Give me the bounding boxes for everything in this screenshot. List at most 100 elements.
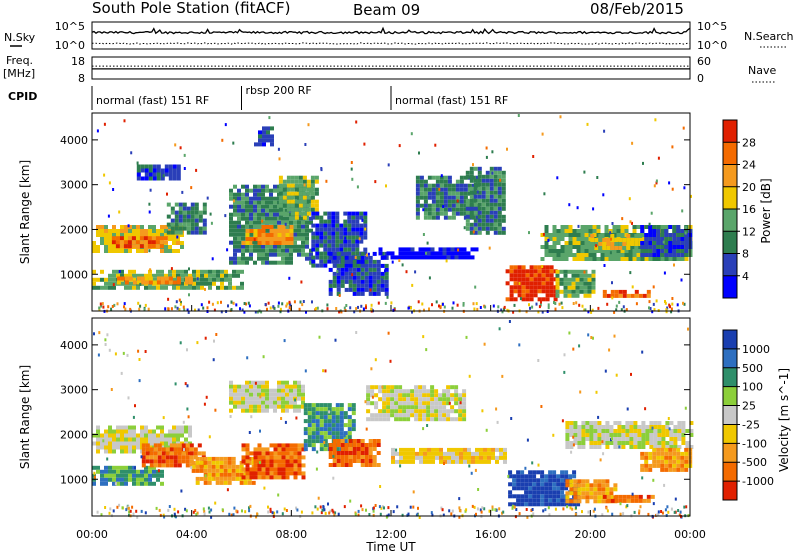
heatmap-cell [128,433,132,438]
heatmap-cell [265,228,269,233]
heatmap-cell [156,164,161,169]
heatmap-cell [136,433,140,438]
heatmap-cell [215,476,220,481]
heatmap-cell [269,248,273,253]
heatmap-cell [489,198,494,203]
heatmap-speckle [570,450,573,454]
heatmap-cell [219,456,224,461]
heatmap-speckle [595,390,598,394]
heatmap-cell [431,447,435,452]
heatmap-cell [104,465,108,470]
heatmap-cell [277,404,281,409]
heatmap-speckle [665,310,668,314]
heatmap-cell [378,389,383,394]
heatmap-cell [613,441,618,445]
heatmap-cell [593,445,598,449]
heatmap-cell [160,229,164,233]
heatmap-cell [249,229,254,233]
heatmap-cell [347,239,352,244]
heatmap-cell [176,425,180,430]
heatmap-cell [305,236,309,241]
heatmap-cell [92,269,96,274]
heatmap-cell [128,281,132,286]
heatmap-cell [360,271,365,276]
heatmap-speckle [592,336,594,340]
heatmap-cell [613,487,618,492]
heatmap-cell [572,237,577,241]
heatmap-cell [676,233,681,237]
heatmap-cell [352,455,357,459]
heatmap-speckle [281,512,284,516]
heatmap-speckle [641,476,644,480]
heatmap-cell [524,478,529,483]
heatmap-cell [556,486,561,491]
heatmap-speckle [448,509,451,513]
heatmap-speckle [224,123,227,127]
heatmap-cell [108,477,112,482]
heatmap-cell [565,421,570,425]
heatmap-cell [148,172,153,177]
heatmap-cell [237,232,241,237]
heatmap-cell [446,389,451,394]
heatmap-cell [467,183,472,188]
heatmap-cell [148,477,152,482]
heatmap-cell [587,285,592,290]
heatmap-cell [301,248,305,253]
heatmap-cell [454,389,459,394]
heatmap-cell [261,200,265,205]
heatmap-cell [297,216,301,221]
heatmap-cell [481,178,486,183]
heatmap-cell [190,230,195,235]
heatmap-cell [391,451,395,456]
heatmap-cell [160,285,164,290]
heatmap-cell [589,483,594,488]
heatmap-speckle [304,143,307,146]
heatmap-cell [390,409,395,414]
heatmap-cell [278,183,283,188]
heatmap-cell [636,249,641,253]
heatmap-cell [188,433,192,438]
heatmap-cell [282,191,287,196]
heatmap-cell [176,269,180,274]
heatmap-cell [544,474,549,479]
heatmap-cell [652,241,657,245]
heatmap-cell [311,231,316,236]
heatmap-speckle [451,509,454,513]
heatmap-cell [157,447,162,452]
heatmap-cell [394,405,399,410]
heatmap-cell [684,253,689,257]
colorbar-tick-label: -1000 [742,475,774,488]
heatmap-cell [560,490,565,495]
heatmap-speckle [626,504,629,508]
heatmap-cell [450,385,455,390]
heatmap-cell [552,245,557,249]
heatmap-cell [269,443,274,448]
heatmap-speckle [409,505,412,509]
heatmap-cell [356,279,361,284]
heatmap-cell [368,255,373,260]
heatmap-cell [356,455,361,459]
heatmap-cell [144,433,148,438]
heatmap-cell [605,491,610,496]
heatmap-cell [223,464,228,469]
heatmap-cell [597,487,602,492]
heatmap-cell [497,174,502,179]
heatmap-cell [331,419,336,424]
heatmap-cell [622,494,627,499]
heatmap-cell [229,256,233,261]
heatmap-speckle [483,507,486,511]
heatmap-cell [108,237,112,241]
heatmap-cell [297,396,301,401]
heatmap-cell [307,403,312,408]
heatmap-speckle [204,336,207,340]
heatmap-cell [446,247,451,252]
heatmap-cell [664,233,669,237]
heatmap-cell [465,226,470,231]
heatmap-speckle [592,207,595,211]
heatmap-cell [499,447,503,452]
heatmap-cell [390,393,395,398]
heatmap-cell [156,285,160,290]
heatmap-speckle [597,415,600,419]
heatmap-cell [233,184,237,189]
heatmap-cell [311,407,316,412]
